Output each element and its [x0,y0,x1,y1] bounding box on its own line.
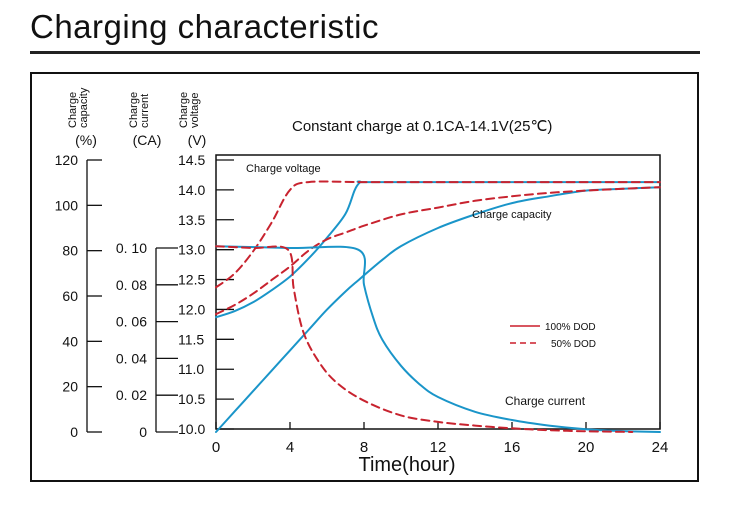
voltage-tick-label: 10.0 [178,421,205,437]
voltage-tick-label: 11.5 [178,331,204,347]
capacity-axis-unit: (%) [75,132,97,148]
x-tick-label: 20 [578,439,595,456]
x-axis-label: Time(hour) [358,454,455,476]
annotation-charge-current: Charge current [505,394,586,408]
current-axis-title-line: Charge [128,92,140,128]
current-tick-label: 0. 06 [116,314,147,330]
capacity-axis-title-line: capacity [78,87,90,128]
legend-label-100-dod: 100% DOD [545,322,596,333]
voltage-tick-label: 11.0 [178,361,204,377]
capacity-tick-label: 60 [62,288,78,304]
chart-title: Constant charge at 0.1CA-14.1V(25℃) [292,118,552,135]
series-line-capacity-100dod [215,186,661,433]
current-axis-title-line: current [139,94,151,128]
capacity-tick-label: 100 [55,197,79,213]
x-tick-label: 16 [504,439,521,456]
voltage-tick-label: 10.5 [178,391,205,407]
series-line-current-50dod [215,245,634,433]
capacity-tick-label: 80 [62,243,78,259]
current-tick-label: 0 [139,424,147,440]
series-line-voltage-50dod [215,180,661,289]
voltage-axis-unit: (V) [188,132,207,148]
current-tick-label: 0. 02 [116,387,147,403]
voltage-tick-label: 12.0 [178,301,205,317]
voltage-tick-label: 14.0 [178,182,205,198]
x-tick-label: 8 [360,439,368,456]
page-title: Charging characteristic [30,8,379,45]
plot-area [215,154,661,430]
annotation-charge-capacity: Charge capacity [472,209,552,221]
chart-frame [30,72,699,482]
legend: 100% DOD 50% DOD [510,322,596,350]
current-axis-unit: (CA) [133,132,162,148]
current-tick-label: 0. 04 [116,350,147,366]
x-tick-label: 12 [430,439,447,456]
current-tick-label: 0. 08 [116,277,147,293]
capacity-tick-label: 0 [70,424,78,440]
voltage-axis: 10.0 10.5 11.0 11.5 12.0 12.5 13.0 13.5 14.0 14.5… [178,92,234,437]
x-tick-label: 0 [212,439,220,456]
series-line-capacity-50dod [215,186,661,316]
voltage-axis-title-line: Charge [178,92,190,128]
current-tick-label: 0. 10 [116,240,147,256]
voltage-axis-title-line: voltage [189,93,201,128]
x-axis: 0 4 8 12 16 20 24 [212,422,669,456]
series-line-current-100dod [215,245,661,433]
x-tick-label: 24 [652,439,669,456]
x-tick-label: 4 [286,439,294,456]
capacity-axis: 0 20 40 60 80 100 120 Charge capacity (%) [55,87,102,440]
legend-label-50-dod: 50% DOD [551,339,596,350]
capacity-tick-label: 120 [55,152,79,168]
voltage-tick-label: 13.5 [178,212,205,228]
capacity-axis-title-line: Charge [67,92,79,128]
capacity-tick-label: 40 [62,333,78,349]
title-rule [30,51,700,54]
voltage-tick-label: 12.5 [178,272,205,288]
current-axis: 0 0. 02 0. 04 0. 06 0. 08 0. 10 Charge current (… [116,92,178,440]
capacity-tick-label: 20 [62,379,78,395]
voltage-tick-label: 14.5 [178,152,205,168]
voltage-tick-label: 13.0 [178,242,205,258]
annotation-charge-voltage: Charge voltage [246,163,321,175]
